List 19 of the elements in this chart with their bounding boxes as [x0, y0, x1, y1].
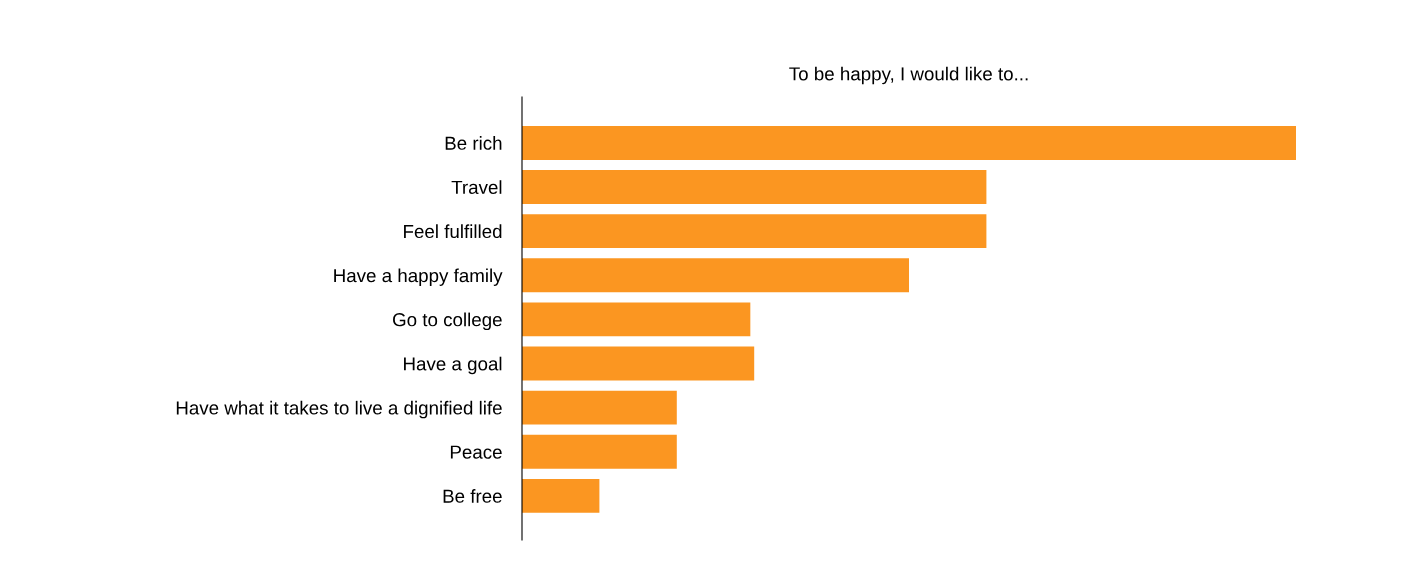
bar: [522, 302, 751, 337]
bar: [522, 434, 677, 469]
bar: [522, 346, 755, 381]
bar: [522, 125, 1296, 160]
y-tick-label: Have a goal: [404, 356, 502, 375]
bar: [522, 390, 677, 425]
y-tick-label: Have a happy family: [334, 268, 503, 286]
y-tick-label: Feel fulfilled: [404, 224, 502, 239]
y-tick-label: Go to college: [393, 312, 502, 331]
y-tick-label: Be rich: [445, 136, 502, 150]
bar: [522, 170, 987, 204]
y-tick-label: Travel: [451, 180, 502, 194]
y-tick-label: Be free: [443, 489, 502, 503]
chart-title: To be happy, I would like to...: [789, 66, 1028, 85]
bar: [522, 478, 600, 513]
bar: [522, 214, 987, 249]
y-tick-label: Have what it takes to live a dignified life: [176, 400, 502, 419]
bar: [522, 258, 909, 293]
y-tick-label: Peace: [450, 445, 502, 459]
